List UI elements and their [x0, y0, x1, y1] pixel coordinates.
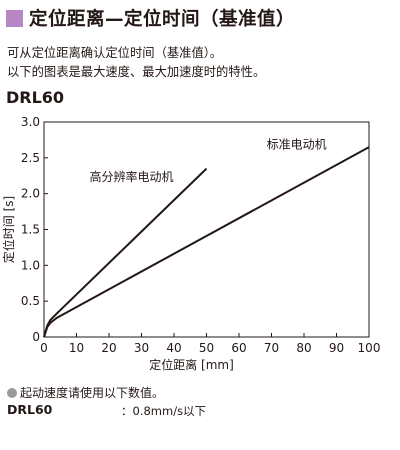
- y-tick-label: 1.0: [21, 258, 40, 272]
- x-tick-label: 50: [199, 341, 214, 355]
- note-start-speed: 起动速度请使用以下数值。: [7, 384, 164, 401]
- x-tick-label: 60: [231, 341, 246, 355]
- note-model-name: DRL60: [7, 402, 52, 417]
- x-tick-label: 90: [329, 341, 344, 355]
- x-tick-label: 70: [264, 341, 279, 355]
- y-tick-label: 2.5: [21, 151, 40, 165]
- description-line-1: 可从定位距离确认定位时间（基准值）。: [7, 44, 222, 62]
- section-title: 定位距离—定位时间（基准值）: [6, 5, 295, 31]
- x-tick-label: 100: [358, 341, 381, 355]
- y-tick-label: 3.0: [21, 115, 40, 129]
- y-tick-label: 0: [32, 330, 40, 344]
- bullet-icon: [7, 388, 17, 398]
- note-text: 起动速度请使用以下数值。: [20, 384, 164, 401]
- y-axis-label: 定位时间 [s]: [1, 196, 16, 263]
- y-tick-label: 1.5: [21, 223, 40, 237]
- series-label-high-resolution: 高分辨率电动机: [90, 169, 174, 184]
- x-tick-label: 80: [296, 341, 311, 355]
- title-marker: [6, 10, 23, 27]
- description-line-2: 以下的图表是最大速度、最大加速度时的特性。: [7, 63, 265, 81]
- x-tick-label: 0: [40, 341, 48, 355]
- plot-frame: [44, 122, 369, 337]
- x-axis-label: 定位距离 [mm]: [149, 357, 234, 372]
- x-tick-label: 10: [69, 341, 84, 355]
- positioning-time-chart: 0 10 20 30 40 50 60 70 80 90 100 0 0.5 1.0 1.5 2.0 2.5 3.…: [0, 110, 400, 380]
- x-tick-label: 30: [134, 341, 149, 355]
- x-tick-label: 40: [166, 341, 181, 355]
- series-label-standard: 标准电动机: [267, 138, 327, 152]
- x-tick-label: 20: [101, 341, 116, 355]
- page-title: 定位距离—定位时间（基准值）: [29, 5, 295, 31]
- y-tick-label: 0.5: [21, 294, 40, 308]
- note-start-speed-value: ：0.8mm/s以下: [121, 403, 206, 419]
- y-tick-label: 2.0: [21, 187, 40, 201]
- model-name: DRL60: [6, 88, 64, 107]
- plot-area: 0 10 20 30 40 50 60 70 80 90 100 0 0.5 1.0 1.5 2.0 2.5 3.…: [1, 115, 380, 372]
